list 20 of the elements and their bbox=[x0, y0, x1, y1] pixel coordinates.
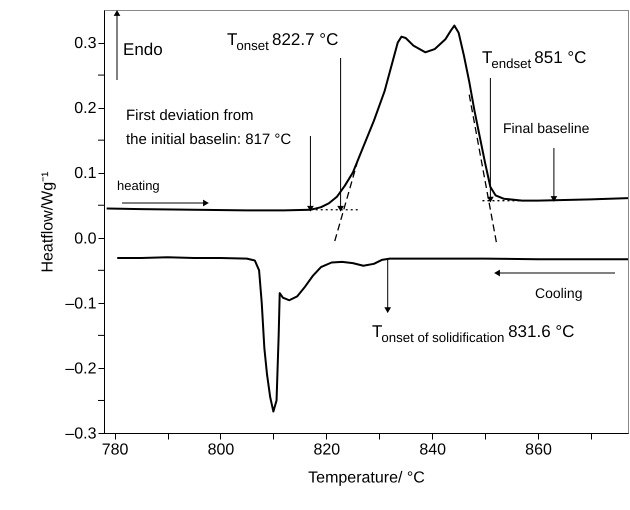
x-axis-title: Temperature/ °C bbox=[308, 470, 425, 486]
annotation: First deviation from the initial baselin: 817 °C bbox=[126, 107, 292, 148]
y-tick-label: –0.2 bbox=[65, 360, 97, 378]
annotation: Final baseline bbox=[503, 120, 590, 136]
x-tick-label: 860 bbox=[525, 442, 552, 458]
x-tick-label: 820 bbox=[313, 442, 340, 458]
y-tick-label: 0.3 bbox=[74, 35, 97, 52]
x-tick-label: 800 bbox=[208, 442, 234, 458]
y-axis-title: Heatflow/Wg⁻¹ bbox=[39, 171, 56, 273]
y-tick-label: 0.0 bbox=[74, 230, 97, 248]
annotation: Endo bbox=[123, 40, 163, 59]
annotation: heating bbox=[117, 178, 160, 193]
y-tick-label: 0.2 bbox=[74, 100, 97, 118]
line-series bbox=[116, 256, 628, 413]
y-tick-label: 0.1 bbox=[74, 165, 97, 182]
x-tick-label: 840 bbox=[419, 442, 446, 458]
y-tick-label: –0.1 bbox=[65, 295, 97, 312]
y-tick-label: –0.3 bbox=[65, 426, 97, 442]
x-tick-label: 780 bbox=[102, 442, 129, 458]
annotation: Cooling bbox=[535, 285, 582, 301]
